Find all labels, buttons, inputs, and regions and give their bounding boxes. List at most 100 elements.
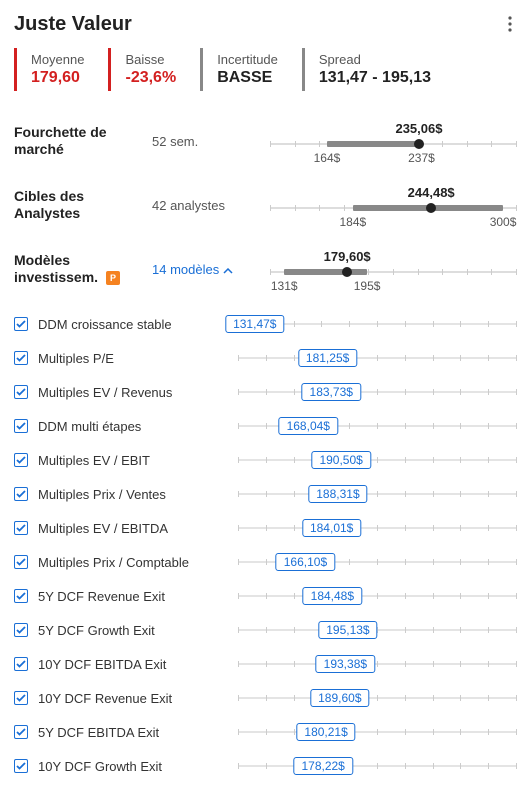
model-name: 10Y DCF Growth Exit [38, 759, 228, 774]
model-checkbox[interactable] [14, 657, 28, 671]
model-name: DDM multi étapes [38, 419, 228, 434]
model-row: 5Y DCF Revenue Exit 184,48$ [14, 579, 516, 613]
model-checkbox[interactable] [14, 453, 28, 467]
model-checkbox[interactable] [14, 589, 28, 603]
range-low-label: 131$ [271, 279, 298, 293]
model-chart: 166,10$ [238, 551, 516, 573]
model-checkbox[interactable] [14, 691, 28, 705]
model-row: DDM croissance stable131,47$ [14, 307, 516, 341]
model-name: Multiples Prix / Ventes [38, 487, 228, 502]
model-chart: 181,25$ [238, 347, 516, 369]
range-low-label: 184$ [340, 215, 367, 229]
stat-drop: Baisse -23,6% [108, 48, 190, 91]
stat-uncertainty: Incertitude BASSE [200, 48, 292, 91]
range-marker [414, 139, 424, 149]
model-value-badge[interactable]: 188,31$ [308, 485, 367, 503]
model-name: 10Y DCF EBITDA Exit [38, 657, 228, 672]
model-name: Multiples EV / EBITDA [38, 521, 228, 536]
page-title: Juste Valeur [14, 13, 132, 36]
model-chart: 131,47$ [238, 313, 516, 335]
range-sublabel: 42 analystes [152, 198, 262, 213]
model-name: Multiples P/E [38, 351, 228, 366]
model-name: Multiples EV / Revenus [38, 385, 228, 400]
range-high-label: 237$ [408, 151, 435, 165]
model-value-badge[interactable]: 195,13$ [318, 621, 377, 639]
model-value-badge[interactable]: 184,48$ [303, 587, 362, 605]
range-bar [327, 141, 422, 147]
model-row: 5Y DCF Growth Exit 195,13$ [14, 613, 516, 647]
model-checkbox[interactable] [14, 487, 28, 501]
pro-badge-icon: P [106, 271, 120, 285]
range-section-market: Fourchette de marché52 sem.235,06$164$23… [14, 109, 516, 173]
model-row: 5Y DCF EBITDA Exit 180,21$ [14, 715, 516, 749]
models-toggle-link[interactable]: 14 modèles [152, 262, 262, 277]
model-row: 10Y DCF Growth Exit 178,22$ [14, 749, 516, 783]
model-checkbox[interactable] [14, 385, 28, 399]
model-chart: 168,04$ [238, 415, 516, 437]
model-chart: 189,60$ [238, 687, 516, 709]
model-value-badge[interactable]: 184,01$ [302, 519, 361, 537]
model-name: 5Y DCF Revenue Exit [38, 589, 228, 604]
model-row: Multiples Prix / Comptable 166,10$ [14, 545, 516, 579]
model-chart: 188,31$ [238, 483, 516, 505]
model-checkbox[interactable] [14, 725, 28, 739]
range-label: Cibles des Analystes [14, 188, 144, 222]
model-chart: 193,38$ [238, 653, 516, 675]
model-value-badge[interactable]: 131,47$ [225, 315, 284, 333]
model-value-badge[interactable]: 178,22$ [293, 757, 352, 775]
model-checkbox[interactable] [14, 351, 28, 365]
range-marker-label: 235,06$ [395, 121, 442, 136]
model-name: 5Y DCF EBITDA Exit [38, 725, 228, 740]
range-chart: 179,60$131$195$ [270, 247, 516, 291]
model-checkbox[interactable] [14, 623, 28, 637]
stat-value: BASSE [217, 69, 278, 87]
range-marker-label: 244,48$ [408, 185, 455, 200]
range-sublabel: 52 sem. [152, 134, 262, 149]
model-row: 10Y DCF EBITDA Exit 193,38$ [14, 647, 516, 681]
model-value-badge[interactable]: 181,25$ [298, 349, 357, 367]
model-row: Multiples EV / Revenus 183,73$ [14, 375, 516, 409]
stat-label: Moyenne [31, 52, 84, 67]
stat-spread: Spread 131,47 - 195,13 [302, 48, 445, 91]
model-chart: 180,21$ [238, 721, 516, 743]
model-value-badge[interactable]: 190,50$ [311, 451, 370, 469]
model-chart: 183,73$ [238, 381, 516, 403]
range-low-label: 164$ [314, 151, 341, 165]
model-value-badge[interactable]: 168,04$ [279, 417, 338, 435]
range-marker [426, 203, 436, 213]
more-options-icon[interactable] [504, 12, 516, 36]
stats-row: Moyenne 179,60 Baisse -23,6% Incertitude… [14, 48, 516, 91]
model-checkbox[interactable] [14, 317, 28, 331]
stat-label: Spread [319, 52, 431, 67]
range-label: Modèles investissem. P [14, 252, 144, 286]
model-checkbox[interactable] [14, 521, 28, 535]
model-chart: 184,01$ [238, 517, 516, 539]
model-value-badge[interactable]: 189,60$ [310, 689, 369, 707]
model-chart: 195,13$ [238, 619, 516, 641]
range-section-models: Modèles investissem. P14 modèles179,60$1… [14, 237, 516, 301]
range-high-label: 195$ [354, 279, 381, 293]
model-value-badge[interactable]: 183,73$ [302, 383, 361, 401]
model-value-badge[interactable]: 193,38$ [316, 655, 375, 673]
model-name: Multiples EV / EBIT [38, 453, 228, 468]
model-checkbox[interactable] [14, 555, 28, 569]
stat-average: Moyenne 179,60 [14, 48, 98, 91]
model-name: 5Y DCF Growth Exit [38, 623, 228, 638]
model-row: 10Y DCF Revenue Exit189,60$ [14, 681, 516, 715]
stat-label: Incertitude [217, 52, 278, 67]
model-name: DDM croissance stable [38, 317, 228, 332]
model-checkbox[interactable] [14, 419, 28, 433]
model-chart: 178,22$ [238, 755, 516, 777]
models-list: DDM croissance stable131,47$Multiples P/… [14, 307, 516, 783]
range-marker [342, 267, 352, 277]
range-label: Fourchette de marché [14, 124, 144, 158]
model-value-badge[interactable]: 180,21$ [296, 723, 355, 741]
range-bar [284, 269, 367, 275]
model-row: Multiples EV / EBITDA 184,01$ [14, 511, 516, 545]
range-section-analysts: Cibles des Analystes 42 analystes 244,48$ 1… [14, 173, 516, 237]
range-chart: 235,06$ 164$ 237$ [270, 119, 516, 163]
model-value-badge[interactable]: 166,10$ [276, 553, 335, 571]
range-high-label: 300$ [490, 215, 517, 229]
model-name: Multiples Prix / Comptable [38, 555, 228, 570]
model-checkbox[interactable] [14, 759, 28, 773]
